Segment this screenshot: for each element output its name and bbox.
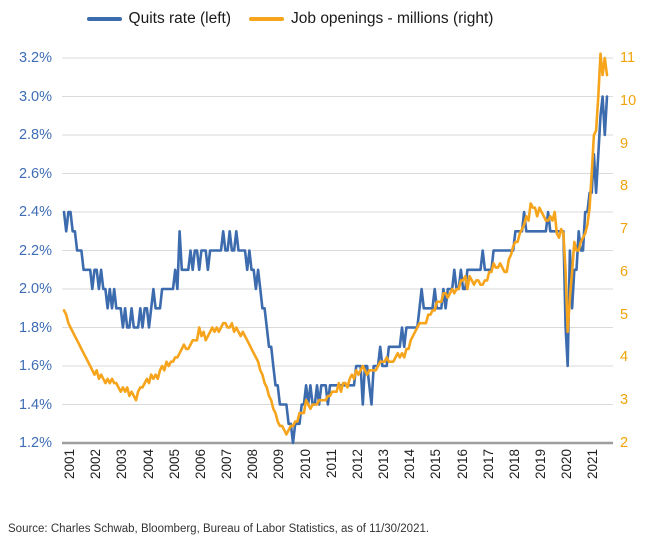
right-axis-tick: 4 bbox=[620, 349, 629, 366]
x-axis-tick: 2013 bbox=[376, 449, 392, 480]
x-axis-tick: 2006 bbox=[192, 449, 208, 480]
quits-rate-line bbox=[62, 95, 609, 445]
x-axis-tick: 2011 bbox=[323, 449, 339, 479]
x-axis-tick: 2003 bbox=[114, 449, 130, 480]
right-axis-tick: 2 bbox=[620, 435, 629, 451]
x-axis-tick: 2015 bbox=[428, 449, 444, 480]
x-axis-tick: 2004 bbox=[140, 449, 156, 480]
legend-item-job-openings: Job openings - millions (right) bbox=[249, 10, 493, 28]
right-axis-tick: 7 bbox=[620, 221, 629, 238]
x-axis-tick: 2018 bbox=[506, 449, 522, 480]
left-axis-tick: 1.8% bbox=[18, 319, 52, 336]
legend-item-quits-rate: Quits rate (left) bbox=[86, 10, 232, 28]
right-axis-tick: 10 bbox=[620, 92, 637, 109]
x-axis-tick: 2019 bbox=[533, 449, 549, 480]
left-axis-tick: 1.2% bbox=[18, 435, 52, 451]
x-axis-tick: 2012 bbox=[349, 449, 365, 480]
x-axis-tick: 2010 bbox=[297, 449, 313, 480]
left-axis-tick: 2.8% bbox=[18, 127, 52, 143]
left-axis-tick: 3.2% bbox=[18, 50, 52, 66]
x-axis-tick: 2002 bbox=[88, 449, 104, 480]
right-axis-tick: 8 bbox=[620, 178, 629, 195]
legend-label-job-openings: Job openings - millions (right) bbox=[291, 10, 494, 27]
x-axis-tick: 2014 bbox=[402, 449, 418, 480]
right-axis-tick: 11 bbox=[620, 50, 636, 66]
x-axis-tick: 2007 bbox=[219, 449, 234, 480]
legend-label-quits-rate: Quits rate (left) bbox=[128, 10, 232, 27]
x-axis-tick: 2008 bbox=[245, 449, 261, 480]
left-axis-tick: 2.6% bbox=[18, 165, 52, 182]
left-axis-tick: 2.0% bbox=[18, 281, 52, 297]
x-axis-tick: 2020 bbox=[559, 449, 575, 480]
left-axis-tick: 1.6% bbox=[18, 358, 52, 374]
x-axis-tick: 2017 bbox=[480, 449, 496, 480]
right-axis-tick: 6 bbox=[620, 263, 629, 280]
left-axis-tick: 2.2% bbox=[18, 242, 52, 259]
left-axis-tick: 3.0% bbox=[18, 88, 52, 105]
x-axis-tick: 2021 bbox=[585, 449, 601, 480]
right-axis-tick: 9 bbox=[620, 135, 629, 152]
source-note: Source: Charles Schwab, Bloomberg, Burea… bbox=[8, 523, 430, 535]
job-openings-line bbox=[62, 52, 609, 436]
left-axis-tick: 2.4% bbox=[18, 204, 52, 220]
right-axis-tick: 3 bbox=[620, 392, 629, 409]
x-axis-tick: 2005 bbox=[166, 449, 182, 480]
x-axis-tick: 2016 bbox=[454, 449, 470, 480]
x-axis-tick: 2009 bbox=[271, 449, 287, 480]
left-axis-tick: 1.4% bbox=[18, 396, 52, 413]
legend: Quits rate (left) Job openings - million… bbox=[0, 10, 654, 28]
right-axis-tick: 5 bbox=[620, 306, 629, 323]
x-axis-tick: 2001 bbox=[62, 449, 77, 480]
quits-rate-line-swatch bbox=[86, 17, 122, 21]
job-openings-line-swatch bbox=[249, 17, 285, 21]
